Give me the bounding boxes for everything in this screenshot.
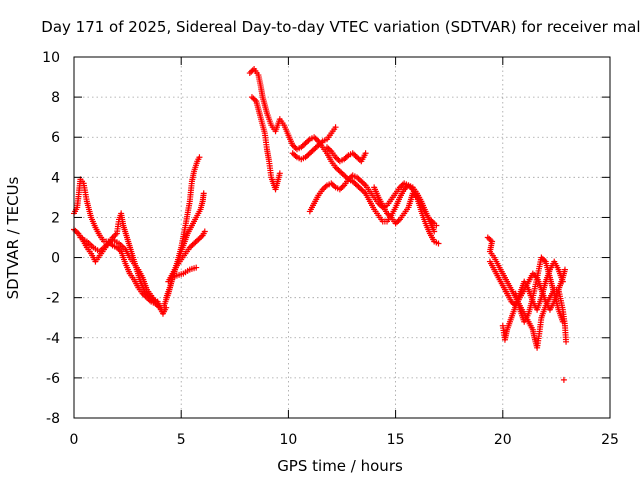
x-tick-label: 10 <box>279 432 297 448</box>
data-point <box>431 228 438 235</box>
data-point <box>435 240 442 247</box>
x-tick-label: 20 <box>494 432 512 448</box>
y-tick-label: 4 <box>51 170 60 186</box>
x-tick-labels: 0 5 10 15 20 25 <box>70 432 619 448</box>
data-point <box>559 278 566 285</box>
data-point <box>152 298 159 305</box>
chart-title: Day 171 of 2025, Sidereal Day-to-day VTE… <box>41 18 640 36</box>
series-trace-i <box>248 94 283 193</box>
series-trace-m <box>371 184 442 247</box>
series-trace-q <box>512 254 566 325</box>
series-trace-k <box>306 172 440 229</box>
series-trace-e <box>163 190 207 301</box>
data-point <box>276 170 283 177</box>
y-tick-label: 10 <box>42 50 60 66</box>
ticks <box>73 56 611 419</box>
data-point <box>200 190 207 197</box>
y-tick-label: 0 <box>51 251 60 267</box>
x-tick-label: 5 <box>177 432 186 448</box>
y-tick-label: -8 <box>46 411 60 427</box>
y-tick-label: 2 <box>51 210 60 226</box>
data-point <box>196 154 203 161</box>
data-point <box>193 264 200 271</box>
x-tick-label: 0 <box>70 432 79 448</box>
data-point <box>561 266 568 273</box>
data-points <box>71 66 570 383</box>
y-tick-label: -2 <box>46 291 60 307</box>
plot-frame <box>73 56 611 419</box>
x-tick-label: 15 <box>387 432 405 448</box>
series-trace-j <box>289 124 339 163</box>
y-tick-label: -4 <box>46 331 60 347</box>
x-tick-label: 25 <box>601 432 619 448</box>
series-trace-c <box>77 234 159 305</box>
series-trace-n <box>484 234 570 351</box>
data-point <box>158 306 165 313</box>
y-axis-title: SDTVAR / TECUs <box>4 176 22 299</box>
data-point <box>362 150 369 157</box>
y-tick-label: 8 <box>51 90 60 106</box>
y-tick-label: 6 <box>51 130 60 146</box>
series-trace-r <box>560 376 567 383</box>
x-axis-title: GPS time / hours <box>277 457 403 475</box>
data-point <box>560 376 567 383</box>
series-trace-g <box>167 264 200 281</box>
data-point <box>563 338 570 345</box>
y-tick-labels: -8 -6 -4 -2 0 2 4 6 8 10 <box>42 50 60 427</box>
grid <box>74 57 610 418</box>
series-trace-a <box>71 176 170 317</box>
series-trace-p <box>499 258 566 343</box>
data-point <box>433 222 440 229</box>
data-point <box>559 318 566 325</box>
data-point <box>332 124 339 131</box>
y-tick-label: -6 <box>46 371 60 387</box>
series-trace-l <box>323 144 369 165</box>
data-point <box>201 228 208 235</box>
